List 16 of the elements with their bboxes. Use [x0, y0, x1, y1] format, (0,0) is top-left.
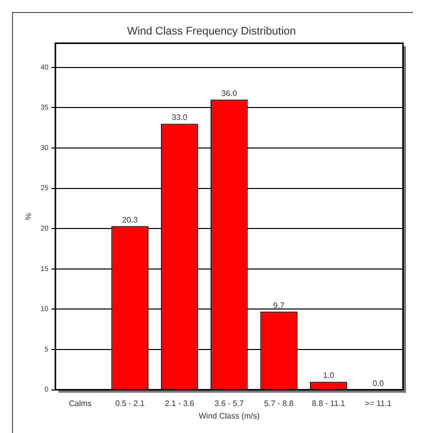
data-label: 0.0: [372, 379, 384, 388]
x-tick-label: 8.8 - 11.1: [312, 398, 346, 408]
x-tick-label: 0.5 - 2.1: [115, 398, 146, 408]
data-label: 9.7: [273, 300, 285, 310]
data-label: 20.3: [122, 215, 138, 224]
x-tick-label: 2.1 - 3.6: [164, 398, 195, 408]
x-tick-label: 5.7 - 8.8: [264, 398, 294, 408]
data-label: 33.0: [172, 113, 188, 122]
x-tick-label: Calms: [68, 398, 92, 408]
x-tick-label: >= 11.1: [364, 398, 392, 408]
x-axis-title: Wind Class (m/s): [198, 411, 260, 420]
x-tick-label: 3.6 - 5.7: [214, 398, 244, 408]
chart-title: Wind Class Frequency Distribution: [127, 26, 296, 38]
y-axis-title: %: [24, 212, 34, 220]
data-label: 1.0: [322, 370, 335, 380]
data-label: 36.0: [221, 88, 238, 98]
